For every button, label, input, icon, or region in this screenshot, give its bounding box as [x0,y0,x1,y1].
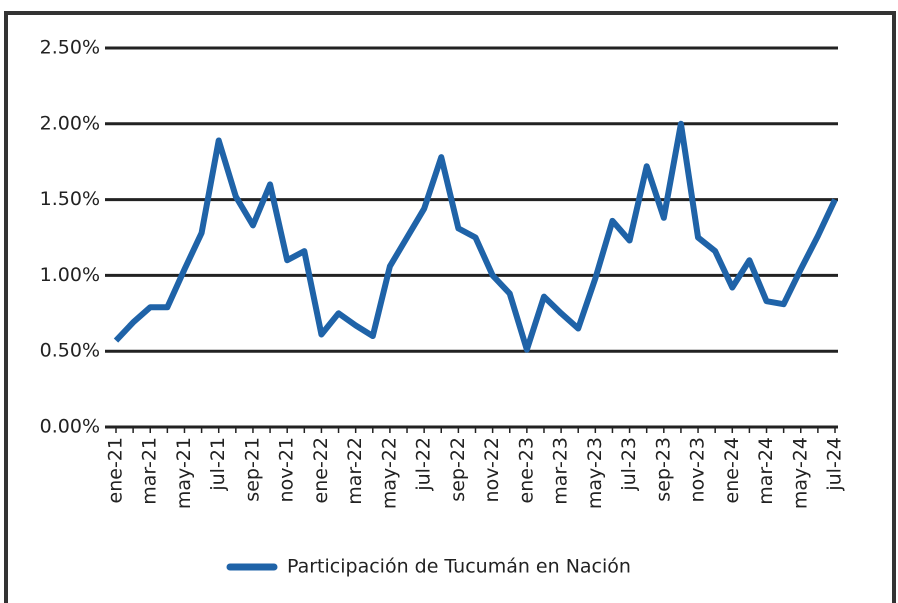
x-tick-label: jul-23 [618,437,640,492]
x-tick-label: mar-24 [755,437,777,505]
x-tick-label: ene-24 [721,437,743,503]
x-tick-label: ene-21 [105,437,127,503]
x-tick-label: may-23 [584,437,606,509]
x-tick-label: may-24 [789,437,811,509]
x-tick-label: nov-22 [481,437,503,502]
y-tick-label: 0.00% [40,416,100,438]
y-tick-label: 1.50% [40,188,100,210]
x-tick-label: jul-21 [207,437,229,492]
y-tick-label: 1.00% [40,264,100,286]
y-tick-label: 2.00% [40,112,100,134]
x-tick-label: nov-21 [276,437,298,502]
x-tick-label: jul-24 [824,437,846,492]
x-tick-label: nov-23 [687,437,709,502]
x-tick-label: mar-22 [344,437,366,505]
x-tick-label: sep-22 [447,437,469,502]
x-tick-label: may-21 [173,437,195,509]
legend-label: Participación de Tucumán en Nación [287,556,631,578]
x-tick-label: sep-23 [652,437,674,502]
x-tick-label: ene-23 [515,437,537,503]
x-tick-label: may-22 [378,437,400,509]
x-tick-label: sep-21 [241,437,263,502]
data-line [113,120,838,353]
x-tick-label: mar-23 [550,437,572,505]
x-tick-label: ene-22 [310,437,332,503]
y-tick-label: 2.50% [40,37,100,59]
y-tick-label: 0.50% [40,340,100,362]
frame [4,11,896,603]
x-tick-label: jul-22 [413,437,435,492]
x-tick-label: mar-21 [139,437,161,505]
